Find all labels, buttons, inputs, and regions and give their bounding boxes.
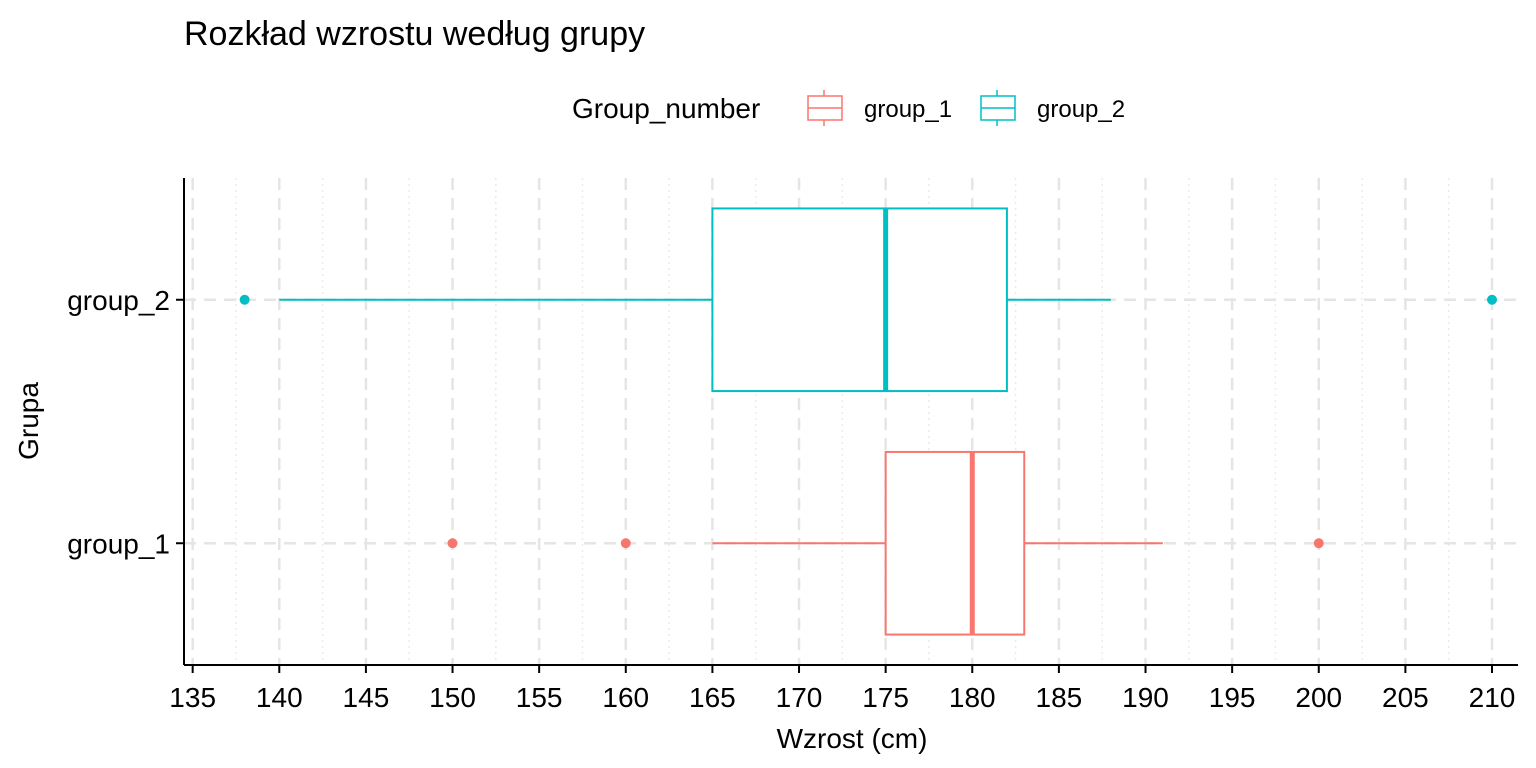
x-tick-label: 205 — [1382, 682, 1429, 713]
chart-title: Rozkład wzrostu według grupy — [184, 15, 645, 53]
boxes — [239, 207, 1498, 636]
x-tick-label: 160 — [602, 682, 649, 713]
box-group_1 — [447, 450, 1324, 636]
iqr-box — [711, 207, 1008, 393]
outlier-point — [1487, 294, 1498, 305]
outlier-point — [447, 538, 458, 549]
legend-title: Group_number — [572, 93, 760, 124]
x-tick-label: 140 — [256, 682, 303, 713]
y-tick-label: group_1 — [67, 528, 170, 559]
x-tick-label: 175 — [862, 682, 909, 713]
x-tick-label: 155 — [516, 682, 563, 713]
legend-item-group_2: group_2 — [980, 90, 1125, 126]
legend-item-group_1: group_1 — [807, 90, 952, 126]
y-tick-label: group_2 — [67, 285, 170, 316]
x-tick-label: 150 — [429, 682, 476, 713]
x-tick-label: 170 — [776, 682, 823, 713]
outlier-point — [1313, 538, 1324, 549]
outlier-point — [239, 294, 250, 305]
x-tick-label: 195 — [1209, 682, 1256, 713]
y-axis-label: Grupa — [13, 382, 44, 460]
iqr-box — [884, 450, 1026, 636]
x-tick-label: 165 — [689, 682, 736, 713]
x-tick-label: 135 — [169, 682, 216, 713]
box-group_2 — [239, 207, 1498, 393]
x-tick-label: 200 — [1295, 682, 1342, 713]
x-tick-label: 145 — [343, 682, 390, 713]
x-tick-label: 185 — [1036, 682, 1083, 713]
x-axis-label: Wzrost (cm) — [777, 723, 928, 754]
axes: 135 140 145 150 155 160 165 170 175 180 185 190 195 2… — [67, 178, 1518, 713]
x-tick-label: 180 — [949, 682, 996, 713]
legend: Group_number group_1 group_2 — [572, 90, 1125, 126]
legend-item-label: group_1 — [864, 96, 952, 123]
legend-item-label: group_2 — [1037, 96, 1125, 123]
x-tick-label: 190 — [1122, 682, 1169, 713]
outlier-point — [620, 538, 631, 549]
x-tick-label: 210 — [1469, 682, 1516, 713]
